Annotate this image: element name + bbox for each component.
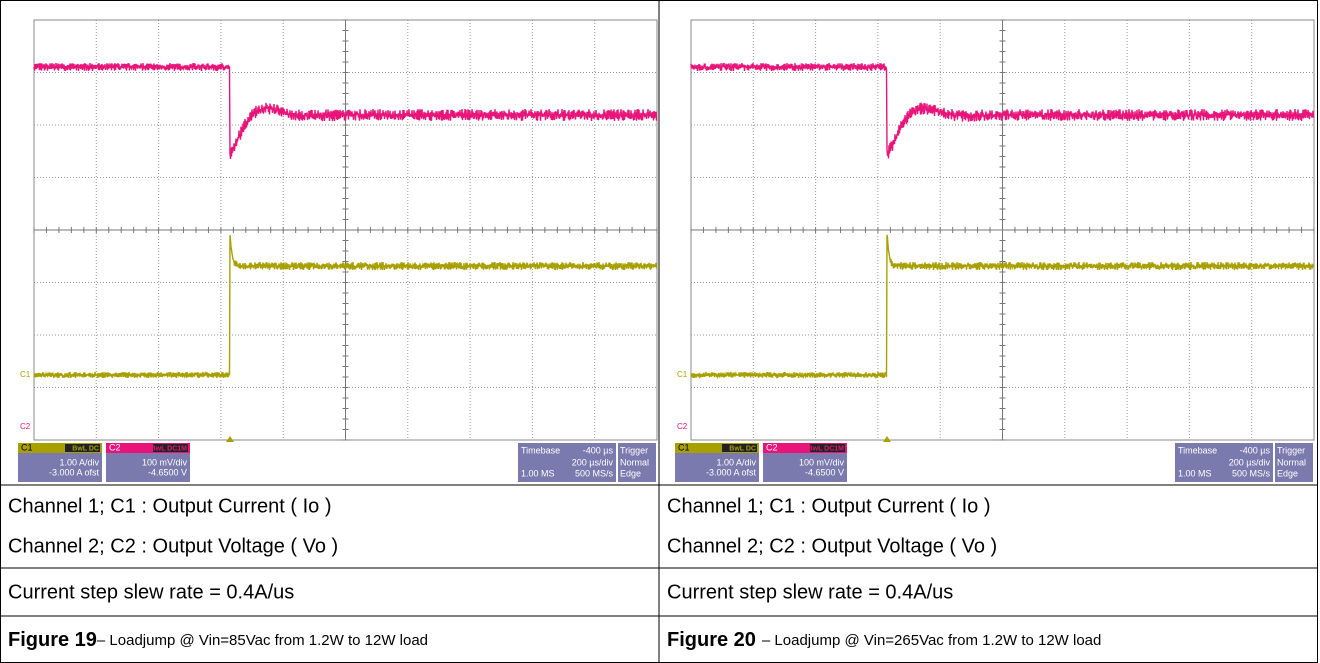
c1-coupling: BwL DC xyxy=(729,445,756,452)
c2-offset: -4.6500 V xyxy=(148,467,187,477)
marker-c1: C1 xyxy=(677,370,688,379)
figure-caption: Figure 20 – Loadjump @ Vin=265Vac from 1.… xyxy=(667,629,1101,651)
c2-label: C2 xyxy=(109,442,121,452)
trigger-mode: Normal xyxy=(620,457,649,467)
marker-c2: C2 xyxy=(677,422,688,431)
trigger-mode: Normal xyxy=(1277,457,1306,467)
figure-number: Figure 19 xyxy=(8,629,97,651)
trigger-type: Edge xyxy=(620,468,641,478)
channel-1-text: Channel 1; C1 : Output Current ( Io ) xyxy=(667,495,991,517)
marker-c1: C1 xyxy=(20,370,31,379)
timebase-rate: 500 MS/s xyxy=(1232,468,1271,478)
c1-label: C1 xyxy=(21,442,33,452)
c1-offset: -3.000 A ofst xyxy=(49,467,100,477)
c2-offset: -4.6500 V xyxy=(805,467,844,477)
figure-caption-text: – Loadjump @ Vin=85Vac from 1.2W to 12W … xyxy=(97,632,428,649)
c1-label: C1 xyxy=(678,442,690,452)
c1-scale: 1.00 A/div xyxy=(716,457,756,467)
c2-label: C2 xyxy=(766,442,778,452)
c1-scale: 1.00 A/div xyxy=(59,457,99,467)
trigger-label: Trigger xyxy=(620,445,648,455)
slew-rate-text: Current step slew rate = 0.4A/us xyxy=(8,581,294,603)
trigger-type: Edge xyxy=(1277,468,1298,478)
timebase-delay: -400 µs xyxy=(583,445,614,455)
figure-caption-text: – Loadjump @ Vin=265Vac from 1.2W to 12W… xyxy=(762,632,1101,649)
timebase-label: Timebase xyxy=(521,445,560,455)
channel-2-text: Channel 2; C2 : Output Voltage ( Vo ) xyxy=(667,535,997,557)
c1-offset: -3.000 A ofst xyxy=(706,467,757,477)
figure-caption: Figure 19– Loadjump @ Vin=85Vac from 1.2… xyxy=(8,629,428,651)
document: C1C2C1BwL DC1.00 A/div-3.000 A ofstC2BwL… xyxy=(0,0,1320,663)
timebase-samples: 1.00 MS xyxy=(521,468,555,478)
timebase-label: Timebase xyxy=(1178,445,1217,455)
timebase-scale: 200 µs/div xyxy=(572,457,614,467)
trigger-label: Trigger xyxy=(1277,445,1305,455)
c2-coupling: BwL DC1M xyxy=(808,445,845,452)
marker-c2: C2 xyxy=(20,422,31,431)
timebase-delay: -400 µs xyxy=(1240,445,1271,455)
timebase-rate: 500 MS/s xyxy=(575,468,614,478)
timebase-samples: 1.00 MS xyxy=(1178,468,1212,478)
timebase-scale: 200 µs/div xyxy=(1229,457,1271,467)
c2-scale: 100 mV/div xyxy=(799,457,845,467)
c1-coupling: BwL DC xyxy=(72,445,99,452)
channel-1-text: Channel 1; C1 : Output Current ( Io ) xyxy=(8,495,332,517)
c2-coupling: BwL DC1M xyxy=(151,445,188,452)
slew-rate-text: Current step slew rate = 0.4A/us xyxy=(667,581,953,603)
page: C1C2C1BwL DC1.00 A/div-3.000 A ofstC2BwL… xyxy=(0,0,1320,663)
channel-2-text: Channel 2; C2 : Output Voltage ( Vo ) xyxy=(8,535,338,557)
figure-number: Figure 20 xyxy=(667,629,756,651)
c2-scale: 100 mV/div xyxy=(142,457,188,467)
